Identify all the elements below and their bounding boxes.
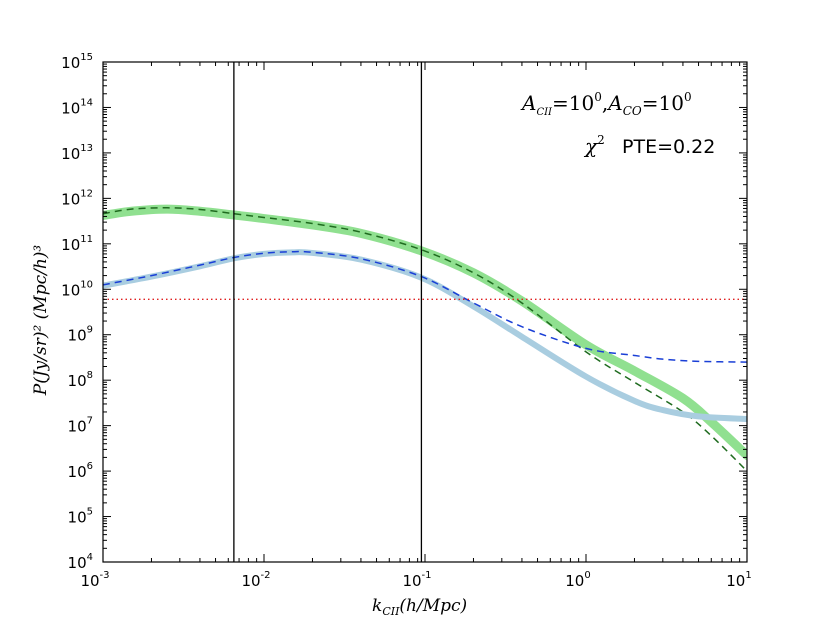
y-tick-exp: 6 <box>87 461 93 472</box>
x-tick-exp: -2 <box>261 570 271 581</box>
y-tick-label: 109 <box>68 325 93 345</box>
plot-layer <box>103 62 747 562</box>
x-axis-title-sub: CII <box>382 605 400 618</box>
x-tick-label: 10-1 <box>402 570 431 590</box>
x-tick-base: 10 <box>726 572 745 590</box>
x-tick-exp: 1 <box>745 570 751 581</box>
y-tick-exp: 14 <box>80 97 93 108</box>
y-tick-base: 10 <box>68 327 87 345</box>
y-tick-label: 1012 <box>61 188 93 208</box>
y-tick-base: 10 <box>61 99 80 117</box>
x-tick-label: 101 <box>726 570 751 590</box>
y-tick-base: 10 <box>61 236 80 254</box>
x-axis-title-base: k <box>372 596 382 616</box>
x-tick-exp: -3 <box>100 570 110 581</box>
y-tick-exp: 5 <box>87 507 93 518</box>
chi2-annotation: χ2 <box>583 133 605 158</box>
a-co-value: =10 <box>642 91 684 115</box>
y-tick-label: 1010 <box>61 279 93 299</box>
a-co-subscript: CO <box>623 104 642 118</box>
x-tick-label: 10-2 <box>241 570 270 590</box>
x-tick-label: 10-3 <box>80 570 109 590</box>
y-tick-label: 1011 <box>61 234 93 254</box>
y-tick-label: 107 <box>68 416 93 436</box>
y-tick-exp: 11 <box>80 234 93 245</box>
x-tick-base: 10 <box>402 572 421 590</box>
chi-symbol: χ <box>583 134 599 158</box>
y-tick-base: 10 <box>61 54 80 72</box>
x-tick-exp: 0 <box>584 570 590 581</box>
y-tick-exp: 10 <box>80 279 93 290</box>
y-axis-title: P(Jy/sr)² (Mpc/h)³ <box>31 245 51 397</box>
x-tick-exp: -1 <box>422 570 432 581</box>
y-tick-label: 1015 <box>61 52 93 72</box>
annotation-separator: , <box>602 91 608 115</box>
a-cii-exponent: 0 <box>594 90 602 104</box>
a-cii-symbol: A <box>520 91 536 115</box>
series-line-2 <box>103 249 747 422</box>
x-axis-title: kCII(h/Mpc) <box>372 596 467 618</box>
x-axis-title-rest: (h/Mpc) <box>399 596 467 616</box>
y-tick-exp: 4 <box>87 552 93 563</box>
y-tick-base: 10 <box>68 372 87 390</box>
y-tick-base: 10 <box>61 145 80 163</box>
y-tick-base: 10 <box>68 463 87 481</box>
y-tick-exp: 13 <box>80 143 93 154</box>
y-tick-base: 10 <box>61 281 80 299</box>
series-line-0 <box>103 204 747 461</box>
a-co-exponent: 0 <box>684 90 692 104</box>
y-tick-exp: 8 <box>87 370 93 381</box>
y-tick-exp: 15 <box>80 52 93 63</box>
series-line-1 <box>103 207 747 472</box>
y-tick-base: 10 <box>61 190 80 208</box>
x-tick-label: 100 <box>565 570 590 590</box>
y-tick-label: 105 <box>68 507 93 527</box>
axes-layer: 10-3 10-2 10-1 100 1011041051061071081091010… <box>61 52 752 590</box>
series-group <box>103 62 747 562</box>
y-tick-exp: 9 <box>87 325 93 336</box>
amplitude-annotation: ACII=100,ACO=100 <box>520 90 692 118</box>
x-tick-base: 10 <box>565 572 584 590</box>
y-tick-label: 104 <box>68 552 93 572</box>
chi-exponent: 2 <box>597 133 605 147</box>
a-co-symbol: A <box>606 91 622 115</box>
a-cii-subscript: CII <box>536 107 553 118</box>
pte-value: PTE=0.22 <box>622 136 715 158</box>
y-tick-label: 1013 <box>61 143 93 163</box>
y-tick-base: 10 <box>68 554 87 572</box>
y-tick-label: 106 <box>68 461 93 481</box>
y-tick-label: 1014 <box>61 97 93 117</box>
x-tick-base: 10 <box>80 572 99 590</box>
series-line-3 <box>103 250 747 363</box>
x-tick-base: 10 <box>241 572 260 590</box>
y-tick-base: 10 <box>68 509 87 527</box>
a-cii-value: =10 <box>552 91 594 115</box>
y-tick-base: 10 <box>68 418 87 436</box>
y-tick-exp: 12 <box>80 188 93 199</box>
y-tick-exp: 7 <box>87 416 93 427</box>
y-tick-label: 108 <box>68 370 93 390</box>
